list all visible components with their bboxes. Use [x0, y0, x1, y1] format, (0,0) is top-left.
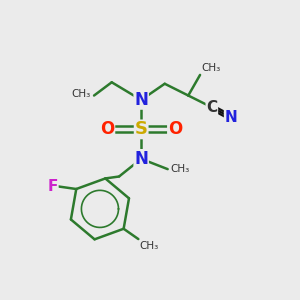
Text: S: S	[135, 120, 148, 138]
Text: CH₃: CH₃	[171, 164, 190, 174]
Text: N: N	[134, 150, 148, 168]
Text: C: C	[206, 100, 218, 115]
Text: N: N	[225, 110, 237, 125]
Text: O: O	[100, 120, 114, 138]
Text: O: O	[168, 120, 182, 138]
Text: F: F	[47, 178, 58, 194]
Text: CH₃: CH₃	[71, 89, 91, 99]
Text: CH₃: CH₃	[202, 63, 221, 74]
Text: CH₃: CH₃	[140, 241, 159, 250]
Text: N: N	[134, 91, 148, 109]
